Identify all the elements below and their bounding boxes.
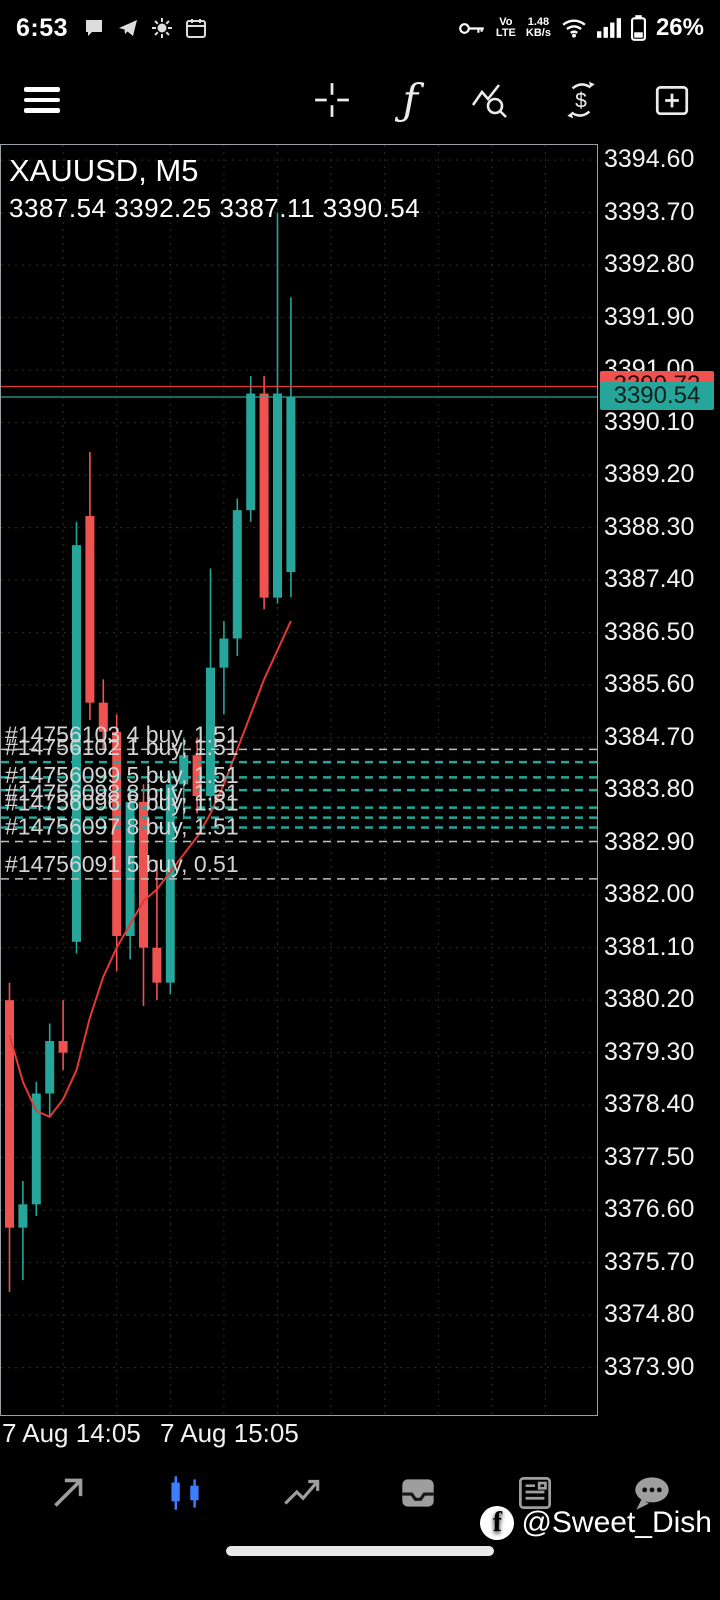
time-label-2: 7 Aug 15:05 (160, 1418, 299, 1448)
status-indicators: Vo LTE 1.48 KB/s 26% (458, 14, 704, 42)
price-axis-label: 3391.90 (604, 302, 695, 331)
battery-icon (630, 15, 646, 41)
price-axis-label: 3379.30 (604, 1037, 695, 1066)
order-label: #14756097 8 buy, 1.51 (5, 813, 239, 839)
crosshair-button[interactable] (312, 78, 352, 122)
price-axis-label: 3382.00 (604, 880, 695, 909)
price-axis-label: 3373.90 (604, 1352, 695, 1381)
price-axis-label: 3386.50 (604, 617, 695, 646)
price-axis-label: 3381.10 (604, 932, 695, 961)
nav-trade-button[interactable] (279, 1470, 325, 1516)
nav-history-button[interactable] (395, 1470, 441, 1516)
candle-body (125, 801, 135, 936)
order-label: #14756103 4 buy, 1.51 (5, 721, 239, 747)
watermark-handle: @Sweet_Dish (521, 1506, 712, 1539)
price-axis-label: 3394.60 (604, 145, 695, 174)
indicators-function-button[interactable]: ƒ (402, 78, 418, 122)
new-chart-button[interactable] (652, 78, 692, 122)
watermark: f @Sweet_Dish (480, 1506, 712, 1540)
calendar-icon (185, 17, 207, 39)
candlestick-chart[interactable]: #14756103 4 buy, 1.51 #14756102 1 buy, 1.… (0, 144, 598, 1416)
candle-body (286, 396, 296, 572)
nav-charts-button[interactable] (162, 1470, 208, 1516)
candle-body (139, 801, 148, 948)
notification-icons (83, 17, 207, 39)
price-axis[interactable]: 3390.72 3390.54 3394.603393.703392.80339… (598, 144, 720, 1416)
candle-body (259, 393, 269, 598)
candle-body (192, 755, 202, 796)
app-toolbar: ƒ $ (0, 56, 720, 144)
price-axis-label: 3376.60 (604, 1195, 695, 1224)
order-label: #14756096 8 buy, 1.51 (5, 790, 239, 816)
price-axis-label: 3393.70 (604, 197, 695, 226)
time-axis[interactable]: 7 Aug 14:05 7 Aug 15:05 (0, 1418, 720, 1454)
key-icon (458, 21, 486, 36)
chart-area: #14756103 4 buy, 1.51 #14756102 1 buy, 1.… (0, 144, 720, 1416)
objects-button[interactable] (468, 78, 510, 122)
candle-body (219, 638, 229, 668)
candle-body (85, 515, 95, 703)
price-axis-label: 3382.90 (604, 827, 695, 856)
menu-button[interactable] (18, 75, 66, 125)
candle-body (206, 667, 215, 796)
ohlc-values: 3387.54 3392.25 3387.11 3390.54 (9, 193, 421, 223)
order-label: #14756102 1 buy, 1.51 (5, 734, 239, 760)
order-label: #14756099 5 buy, 1.51 (5, 762, 239, 788)
wifi-icon (561, 18, 587, 38)
candle-body (72, 545, 81, 942)
price-axis-label: 3380.20 (604, 985, 695, 1014)
candle-body (98, 702, 108, 732)
candle-body (45, 1040, 55, 1094)
price-axis-label: 3390.10 (604, 407, 695, 436)
nav-quotes-button[interactable] (45, 1470, 91, 1516)
candle-body (232, 510, 242, 639)
home-indicator[interactable] (226, 1546, 494, 1556)
price-axis-label: 3392.80 (604, 250, 695, 279)
order-label: #14756091 5 buy, 0.51 (5, 851, 239, 877)
nav-messages-button[interactable] (629, 1470, 675, 1516)
price-axis-label: 3385.60 (604, 670, 695, 699)
price-axis-label: 3383.80 (604, 775, 695, 804)
volte-indicator: Vo LTE (495, 16, 516, 39)
ma-line (8, 620, 292, 1119)
candle-body (152, 947, 162, 983)
telegram-icon (117, 17, 139, 39)
facebook-icon: f (480, 1506, 515, 1540)
candle-body (273, 393, 282, 598)
gear-icon (151, 17, 173, 39)
currency-exchange-button[interactable]: $ (560, 78, 602, 122)
price-axis-label: 3374.80 (604, 1300, 695, 1329)
chart-canvas[interactable]: #14756103 4 buy, 1.51#14756102 1 buy, 1.… (1, 145, 597, 1415)
price-axis-label: 3378.40 (604, 1090, 695, 1119)
symbol-title: XAUUSD, M5 (9, 153, 199, 188)
chat-notification-icon (83, 17, 105, 39)
network-speed: 1.48 KB/s (525, 16, 551, 39)
candle-body (5, 1000, 14, 1228)
price-axis-label: 3384.70 (604, 722, 695, 751)
candle-body (31, 1093, 41, 1205)
function-icon: ƒ (402, 75, 418, 124)
price-axis-label: 3389.20 (604, 460, 695, 489)
time-label-1: 7 Aug 14:05 (2, 1418, 141, 1448)
candle-body (179, 755, 189, 785)
price-axis-label: 3377.50 (604, 1142, 695, 1171)
price-axis-label: 3375.70 (604, 1247, 695, 1276)
cellular-signal-icon (596, 18, 621, 38)
clock: 6:53 (16, 13, 69, 42)
dollar-glyph: $ (575, 89, 587, 112)
candle-body (246, 393, 256, 511)
bottom-navigation (0, 1452, 720, 1534)
price-axis-label: 3387.40 (604, 565, 695, 594)
price-axis-label: 3388.30 (604, 512, 695, 541)
bid-price-tag: 3390.54 (600, 381, 714, 410)
candle-body (58, 1040, 68, 1053)
battery-percent: 26% (655, 14, 704, 41)
nav-news-button[interactable] (512, 1470, 558, 1516)
candle-body (18, 1204, 28, 1228)
candle-body (165, 784, 175, 983)
status-bar: 6:53 Vo LTE 1.48 KB/s (0, 0, 720, 56)
candle-body (112, 731, 122, 936)
order-label: #14756098 8 buy, 1.51 (5, 780, 239, 806)
